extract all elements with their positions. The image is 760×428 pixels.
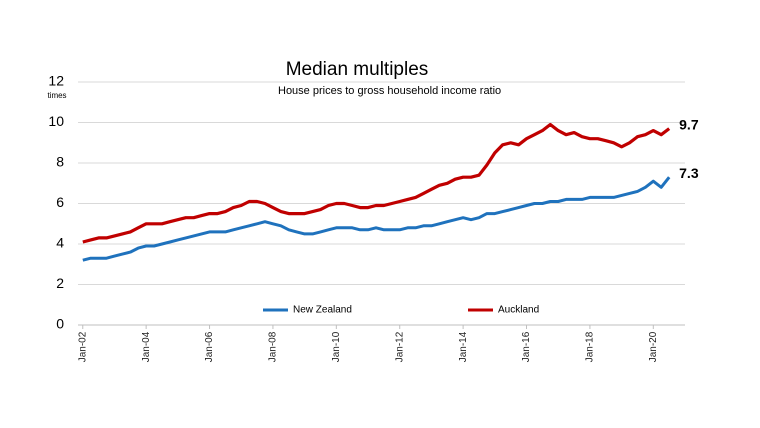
y-tick-label: 10 xyxy=(48,113,64,129)
chart-subtitle: House prices to gross household income r… xyxy=(278,85,501,97)
x-tick-label: Jan-08 xyxy=(268,331,279,362)
series-line xyxy=(82,176,671,262)
legend-label: New Zealand xyxy=(293,305,352,316)
x-tick-label: Jan-12 xyxy=(394,331,405,362)
end-value-label: 7.3 xyxy=(679,165,699,181)
y-tick-label: 12 xyxy=(48,73,64,89)
y-tick-label: 6 xyxy=(56,194,64,210)
series-line xyxy=(82,122,671,244)
x-tick-label: Jan-04 xyxy=(141,331,152,362)
x-tick-label: Jan-20 xyxy=(648,331,659,362)
y-unit: times xyxy=(47,91,66,100)
legend-label: Auckland xyxy=(498,305,539,316)
y-tick-label: 2 xyxy=(56,275,64,291)
x-tick-label: Jan-18 xyxy=(585,331,596,362)
x-tick-label: Jan-06 xyxy=(204,331,215,362)
y-tick-label: 0 xyxy=(56,316,64,332)
x-tick-label: Jan-02 xyxy=(77,331,88,362)
x-tick-label: Jan-10 xyxy=(331,331,342,362)
x-tick-label: Jan-16 xyxy=(521,331,532,362)
chart-title: Median multiples xyxy=(286,59,429,80)
y-tick-label: 4 xyxy=(56,235,64,251)
end-value-label: 9.7 xyxy=(679,116,699,132)
y-tick-label: 8 xyxy=(56,154,64,170)
x-tick-label: Jan-14 xyxy=(458,331,469,362)
